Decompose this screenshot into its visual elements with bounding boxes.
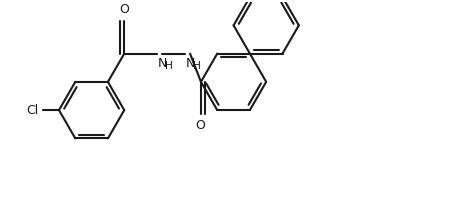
- Text: H: H: [165, 61, 173, 71]
- Text: H: H: [193, 61, 201, 71]
- Text: O: O: [195, 119, 205, 133]
- Text: Cl: Cl: [26, 104, 38, 117]
- Text: N: N: [158, 57, 167, 70]
- Text: O: O: [119, 3, 129, 16]
- Text: N: N: [186, 57, 195, 70]
